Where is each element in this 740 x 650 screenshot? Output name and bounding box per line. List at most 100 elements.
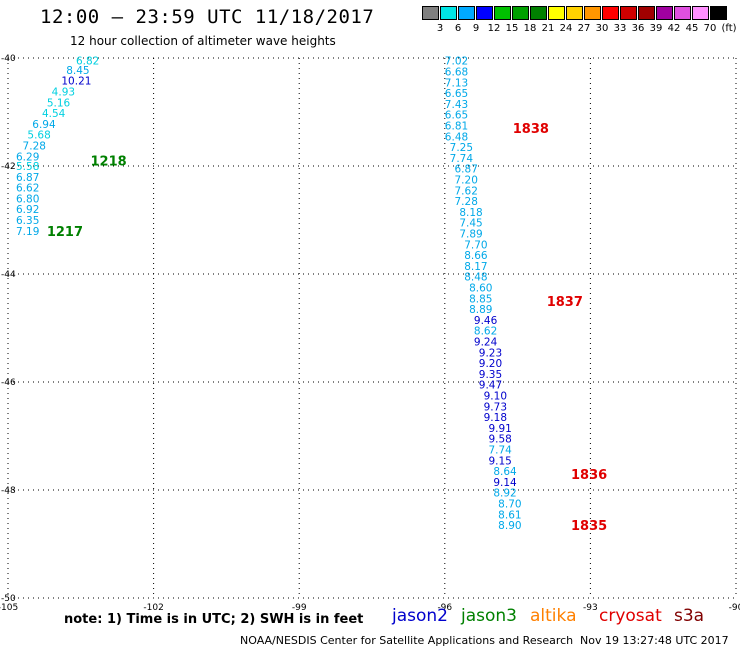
legend-jason2: jason2 <box>392 606 448 626</box>
wave-height-label: 8.90 <box>498 520 521 532</box>
wave-height-label: 8.66 <box>464 250 488 262</box>
color-scale-label: 39 <box>649 23 663 34</box>
color-scale-label: 24 <box>559 23 573 34</box>
wave-height-label: 8.48 <box>464 272 487 284</box>
wave-height-label: 6.81 <box>445 121 468 133</box>
color-swatch <box>476 6 493 20</box>
wave-height-label: 8.17 <box>464 261 487 273</box>
wave-height-label: 9.14 <box>493 477 517 489</box>
wave-height-label: 4.93 <box>52 86 75 98</box>
time-label: 1837 <box>547 295 583 310</box>
wave-height-label: 6.82 <box>76 56 99 68</box>
color-swatch <box>602 6 619 20</box>
color-scale-label: 33 <box>613 23 627 34</box>
time-label: 1217 <box>47 225 83 240</box>
color-swatch <box>422 6 439 20</box>
wave-height-label: 7.25 <box>450 142 473 154</box>
color-scale-label: 27 <box>577 23 591 34</box>
latitude-tick-label: -42 <box>1 162 16 172</box>
wave-height-label: 8.45 <box>66 65 89 77</box>
wave-height-label: 8.61 <box>498 509 521 521</box>
wave-height-label: 6.29 <box>16 151 39 163</box>
wave-height-label: 10.21 <box>61 76 91 88</box>
longitude-tick-label: -90 <box>729 603 740 613</box>
wave-height-label: 6.80 <box>16 193 39 205</box>
time-label: 1218 <box>91 155 127 170</box>
color-scale-label: 36 <box>631 23 645 34</box>
wave-height-label: 9.18 <box>484 412 507 424</box>
wave-height-label: 8.62 <box>474 326 497 338</box>
wave-height-label: 7.28 <box>455 196 478 208</box>
wave-height-label: 7.20 <box>455 175 478 187</box>
wave-height-label: 8.85 <box>469 293 492 305</box>
wave-height-label: 6.94 <box>32 119 56 131</box>
wave-height-label: 6.68 <box>445 67 468 79</box>
color-scale-label: 3 <box>436 23 444 34</box>
color-scale-unit: (ft) <box>721 23 737 34</box>
wave-height-label: 8.64 <box>493 466 517 478</box>
time-label: 1836 <box>571 468 607 483</box>
wave-height-label: 8.70 <box>498 499 521 511</box>
color-swatch <box>692 6 709 20</box>
wave-height-label: 5.16 <box>47 97 71 109</box>
wave-height-label: 6.65 <box>445 88 468 100</box>
wave-height-label: 6.87 <box>16 172 39 184</box>
color-swatch <box>512 6 529 20</box>
time-label: 1835 <box>571 519 607 534</box>
wave-height-label: 6.48 <box>445 131 468 143</box>
color-swatch <box>530 6 547 20</box>
longitude-tick-label: -96 <box>437 603 452 613</box>
color-swatch <box>494 6 511 20</box>
color-swatch <box>656 6 673 20</box>
wave-height-label: 9.46 <box>474 315 498 327</box>
color-swatch <box>638 6 655 20</box>
color-swatch <box>458 6 475 20</box>
wave-height-label: 9.47 <box>479 380 502 392</box>
footer-timestamp: Nov 19 13:27:48 UTC 2017 <box>580 634 729 647</box>
footer-credit: NOAA/NESDIS Center for Satellite Applica… <box>240 634 574 647</box>
wave-height-label: 6.92 <box>16 204 39 216</box>
wave-height-label: 8.60 <box>469 283 492 295</box>
latitude-tick-label: -40 <box>1 54 16 64</box>
color-swatch <box>710 6 727 20</box>
wave-height-label: 9.15 <box>488 455 511 467</box>
color-scale-label: 12 <box>487 23 501 34</box>
wave-height-label: 9.20 <box>479 358 502 370</box>
wave-height-label: 9.35 <box>479 369 502 381</box>
map-title: 12:00 – 23:59 UTC 11/18/2017 <box>40 6 375 28</box>
wave-height-label: 7.02 <box>445 56 468 68</box>
wave-height-label: 6.65 <box>445 110 468 122</box>
color-swatch <box>548 6 565 20</box>
wave-height-label: 7.45 <box>459 218 482 230</box>
wave-height-label: 7.43 <box>445 99 468 111</box>
color-scale-label: 18 <box>523 23 537 34</box>
color-scale-label: 15 <box>505 23 519 34</box>
latitude-tick-label: -46 <box>1 378 16 388</box>
time-label: 1838 <box>513 122 549 137</box>
latitude-tick-label: -50 <box>1 594 16 604</box>
wave-height-label: 8.89 <box>469 304 492 316</box>
wave-height-label: 7.74 <box>488 445 512 457</box>
latitude-tick-label: -48 <box>1 486 16 496</box>
longitude-tick-label: -99 <box>292 603 307 613</box>
longitude-tick-label: -105 <box>0 603 18 613</box>
wave-height-label: 7.62 <box>455 185 478 197</box>
longitude-tick-label: -93 <box>583 603 598 613</box>
wave-height-label: 7.89 <box>459 229 482 241</box>
legend-jason3: jason3 <box>461 606 517 626</box>
wave-height-label: 7.28 <box>23 140 46 152</box>
color-swatch <box>440 6 457 20</box>
map-subtitle: 12 hour collection of altimeter wave hei… <box>70 34 336 48</box>
color-scale-label: 30 <box>595 23 609 34</box>
color-scale-label: 70 <box>703 23 717 34</box>
latitude-tick-label: -44 <box>1 270 16 280</box>
wave-height-label: 9.91 <box>488 423 511 435</box>
legend-cryosat: cryosat <box>599 606 662 626</box>
color-scale-label: 45 <box>685 23 699 34</box>
color-scale-label: 42 <box>667 23 681 34</box>
color-swatch <box>566 6 583 20</box>
wave-height-label: 4.54 <box>42 108 66 120</box>
wave-height-label: 7.13 <box>445 77 468 89</box>
wave-height-label: 9.10 <box>484 391 507 403</box>
